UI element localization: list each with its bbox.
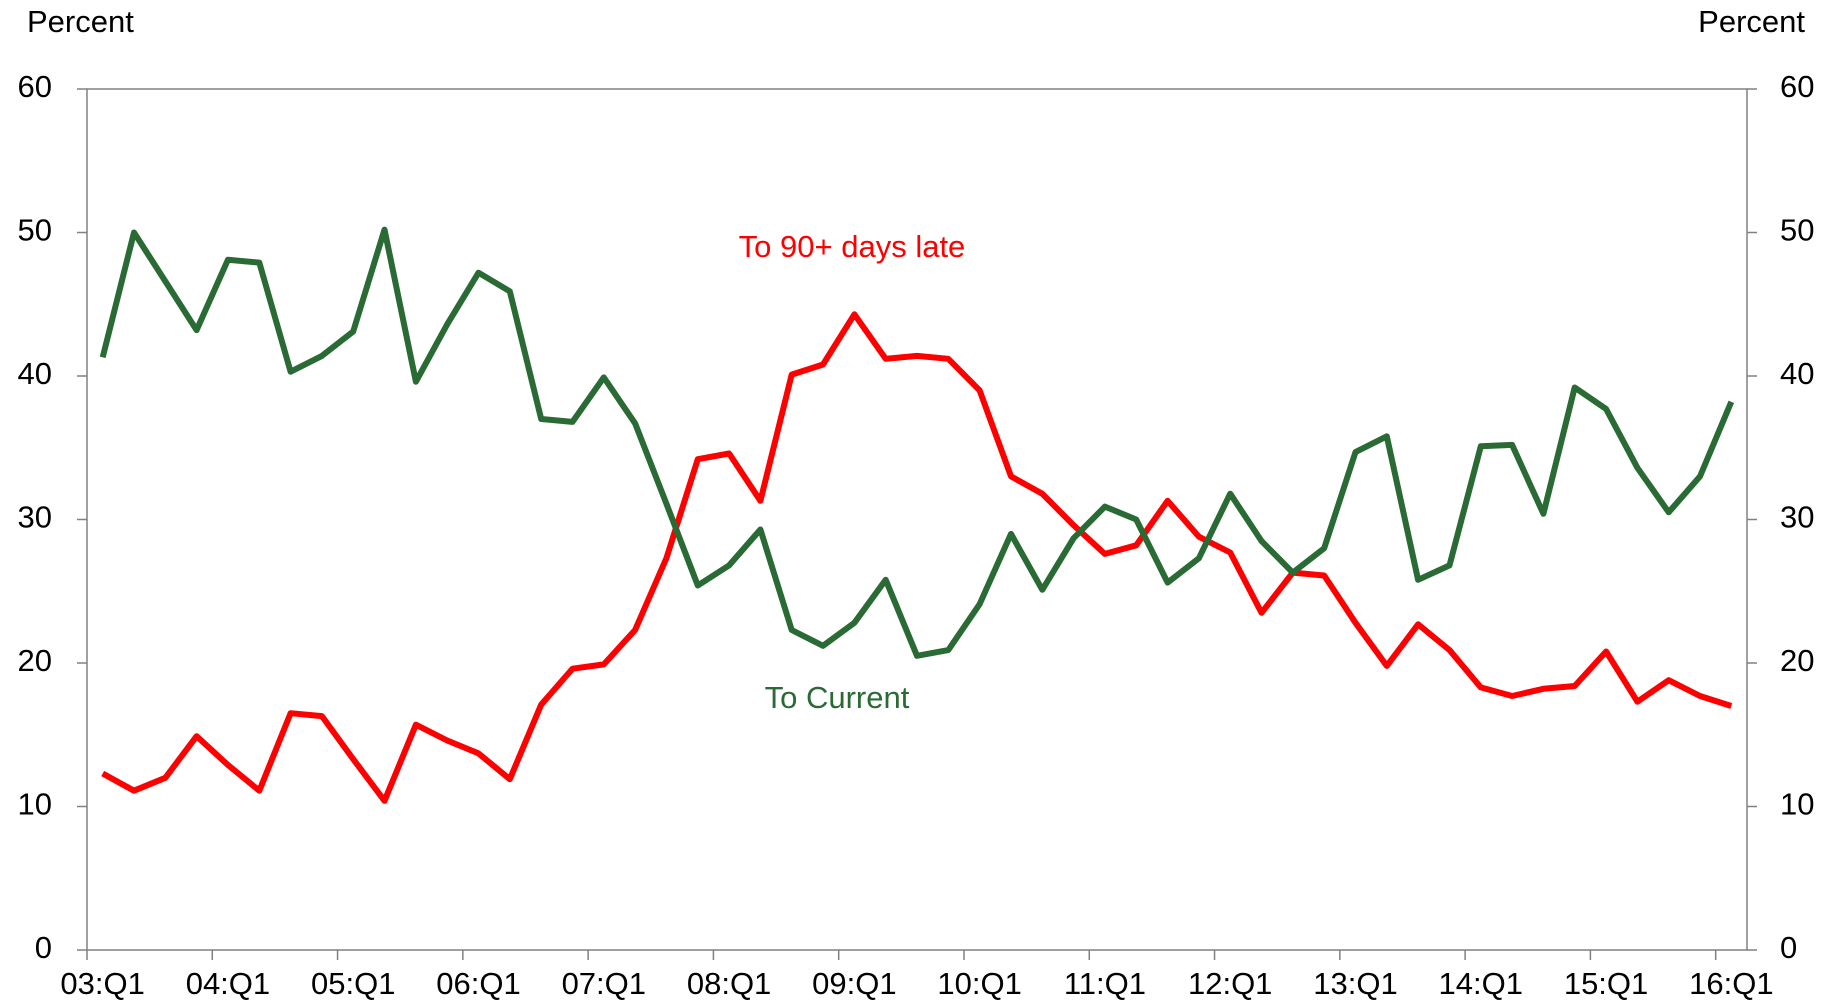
y-tick-label: 10 (18, 787, 52, 822)
y-tick-label: 30 (18, 500, 52, 535)
series-line (99, 226, 1735, 659)
y2-tick-label: 10 (1780, 787, 1814, 822)
x-tick-label: 12:Q1 (1188, 966, 1272, 1001)
y-tick-label: 40 (18, 356, 52, 391)
series-label: To 90+ days late (739, 229, 966, 264)
y2-tick-label: 50 (1780, 213, 1814, 248)
x-tick-label: 09:Q1 (812, 966, 896, 1001)
y2-tick-label: 0 (1780, 930, 1797, 965)
series-line (101, 311, 1733, 804)
x-tick-label: 04:Q1 (186, 966, 270, 1001)
y2-tick-label: 30 (1780, 500, 1814, 535)
x-tick-label: 14:Q1 (1439, 966, 1523, 1001)
y2-tick-label: 60 (1780, 69, 1814, 104)
y-axis-label: Percent (27, 4, 134, 39)
y2-tick-label: 40 (1780, 356, 1814, 391)
x-tick-label: 08:Q1 (687, 966, 771, 1001)
y-tick-label: 0 (35, 930, 52, 965)
x-tick-label: 06:Q1 (436, 966, 520, 1001)
x-tick-label: 15:Q1 (1564, 966, 1648, 1001)
x-tick-label: 03:Q1 (60, 966, 144, 1001)
y2-axis-label: Percent (1698, 4, 1805, 39)
x-tick-label: 11:Q1 (1064, 966, 1146, 1001)
x-tick-label: 13:Q1 (1313, 966, 1397, 1001)
y-tick-label: 20 (18, 643, 52, 678)
plot-frame (86, 88, 1748, 951)
series-label: To Current (765, 680, 910, 715)
x-tick-label: 10:Q1 (937, 966, 1021, 1001)
y-tick-label: 50 (18, 213, 52, 248)
y-tick-label: 60 (18, 69, 52, 104)
x-tick-label: 07:Q1 (562, 966, 646, 1001)
x-tick-label: 16:Q1 (1689, 966, 1773, 1001)
x-tick-label: 05:Q1 (311, 966, 395, 1001)
y2-tick-label: 20 (1780, 643, 1814, 678)
